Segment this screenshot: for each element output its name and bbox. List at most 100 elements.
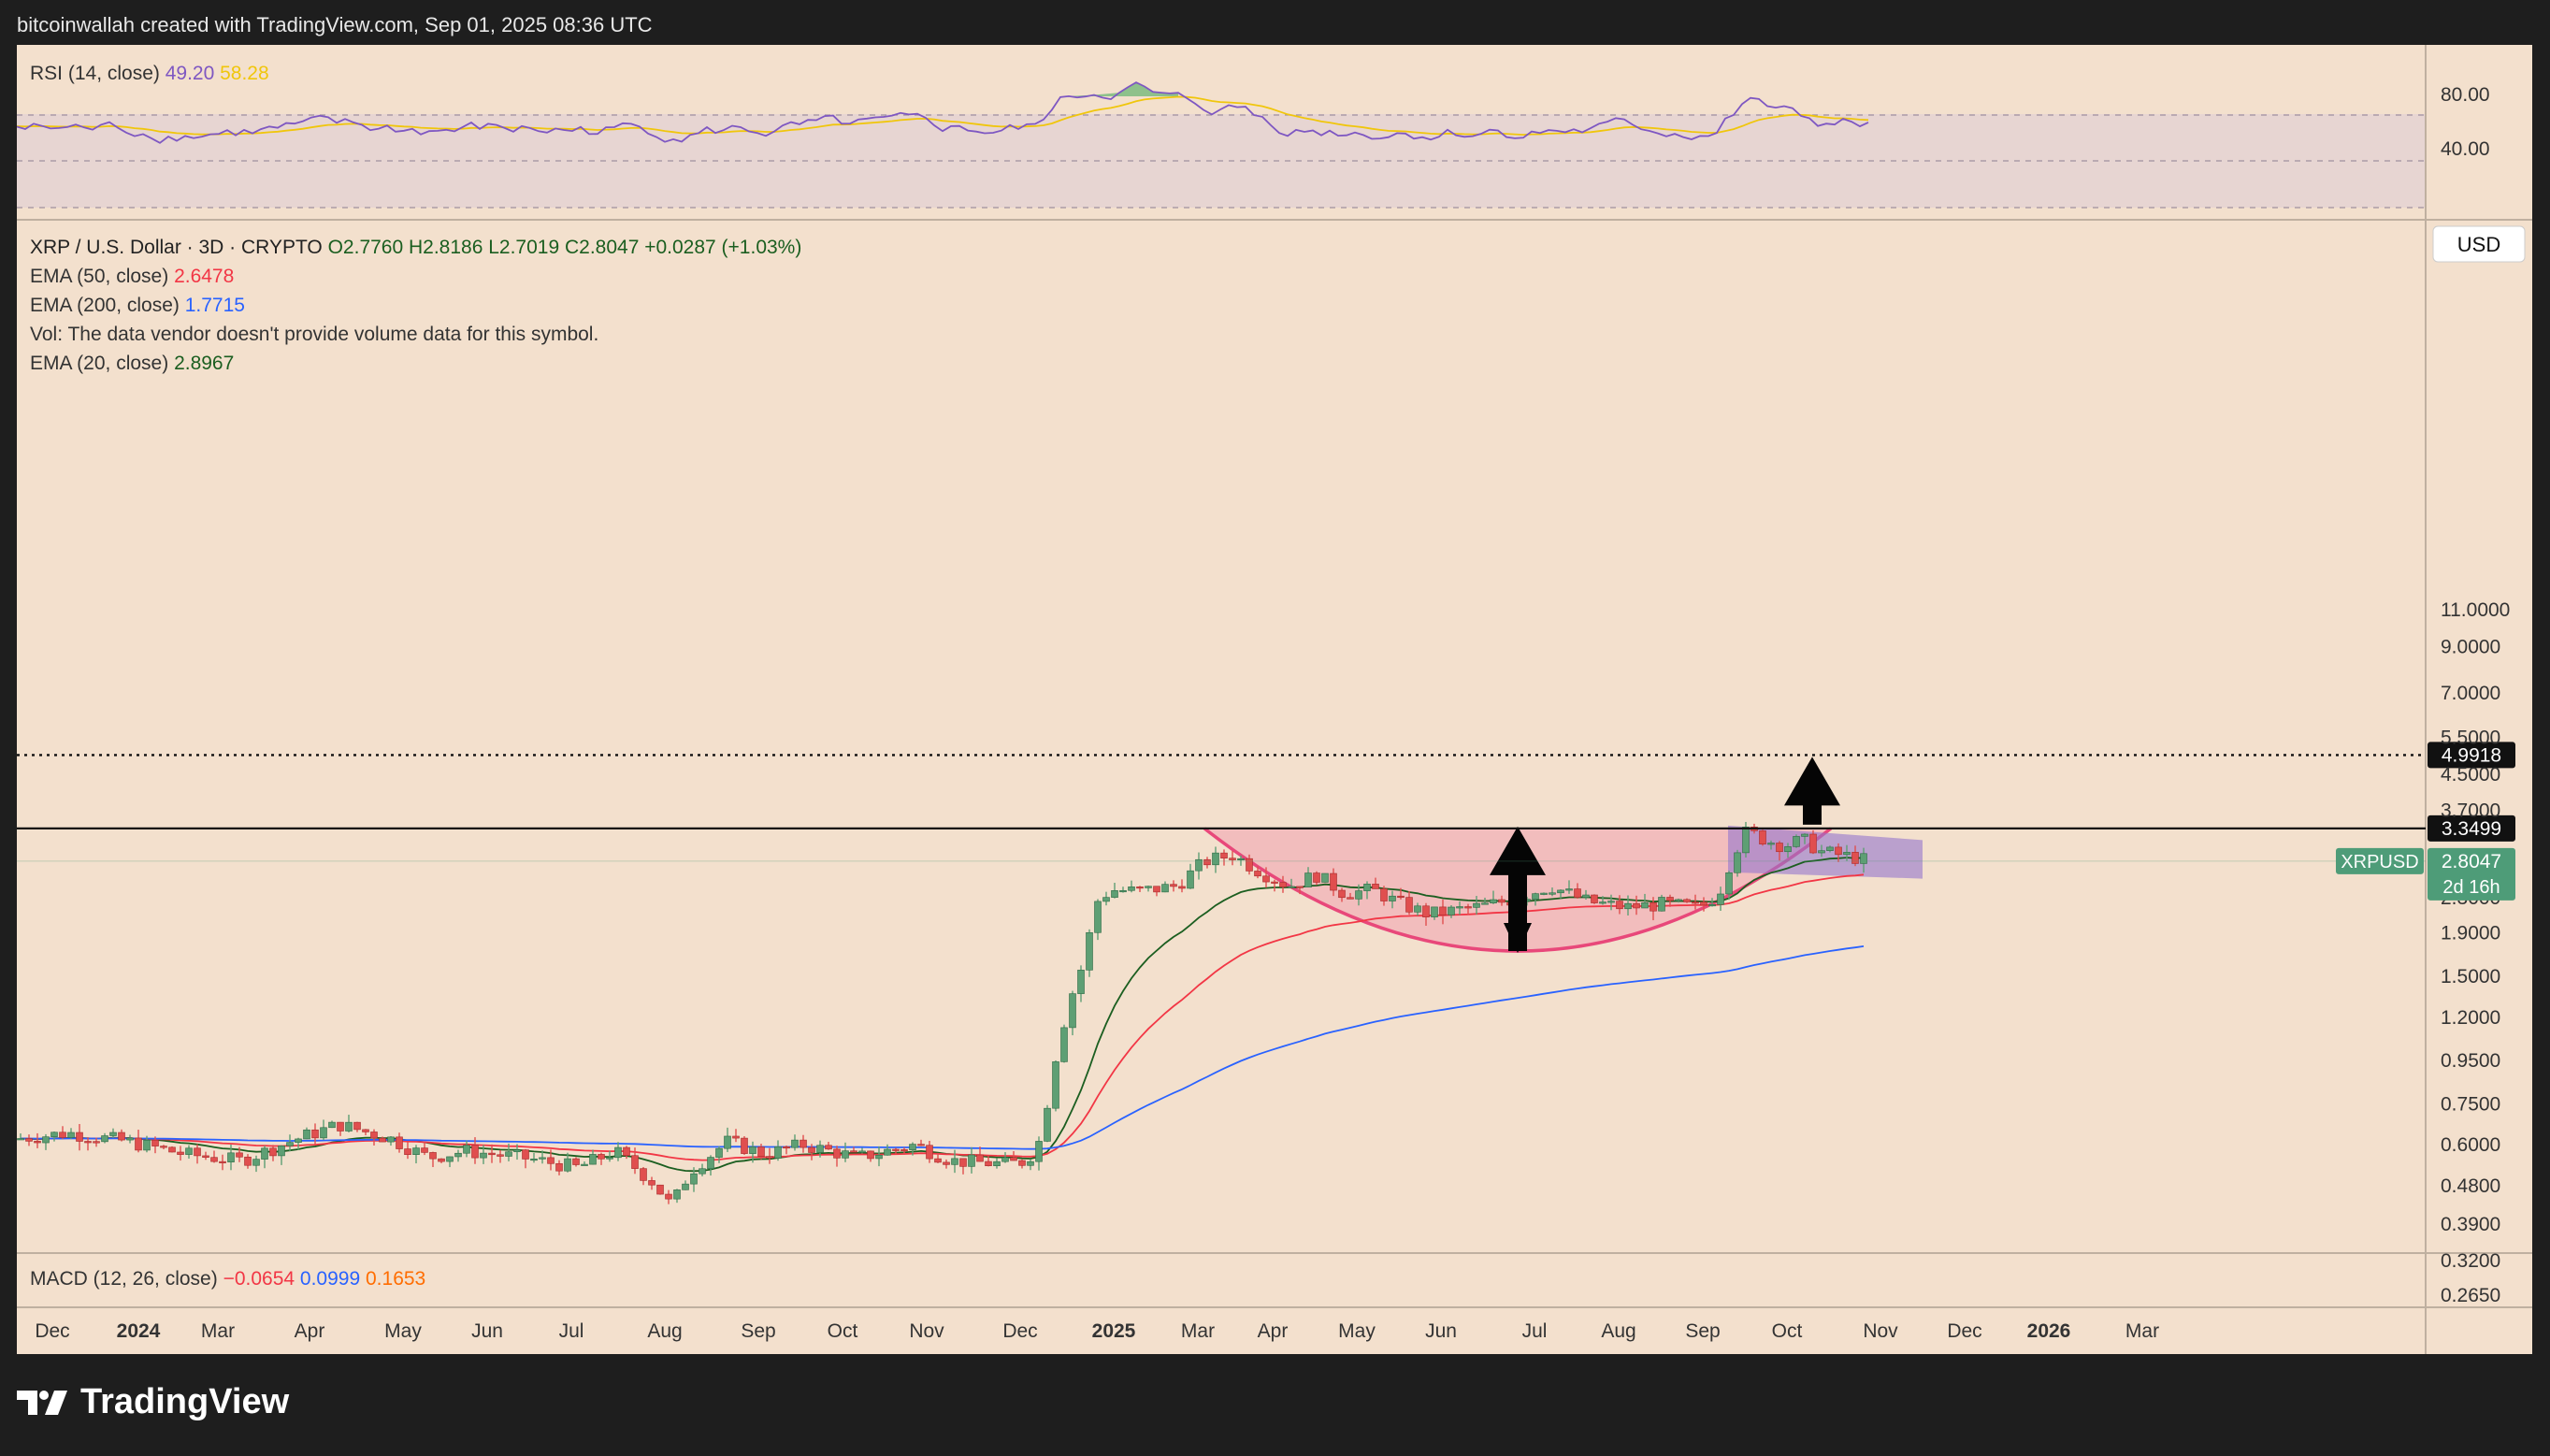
candle-body <box>109 1132 117 1136</box>
candle-body <box>1591 894 1598 903</box>
price-tick-3: 5.5000 <box>2441 727 2500 748</box>
candle-body <box>429 1152 437 1160</box>
price-tick-2: 7.0000 <box>2441 683 2500 704</box>
candle-body <box>1793 836 1800 847</box>
candle-body <box>1338 889 1346 899</box>
candle-body <box>269 1147 277 1157</box>
time-tick-23: 2026 <box>2027 1320 2071 1342</box>
candle-body <box>1818 850 1825 854</box>
indicator-legend-1: EMA (200, close) 1.7715 <box>30 295 245 316</box>
candle-body <box>749 1146 756 1154</box>
candle-body <box>648 1180 656 1186</box>
candle-body <box>17 1138 24 1141</box>
candle-body <box>1843 852 1851 856</box>
candle-body <box>143 1139 151 1151</box>
indicator-value-1: 1.7715 <box>185 295 245 316</box>
candle-body <box>1481 902 1489 905</box>
candle-body <box>1675 899 1682 901</box>
candle-body <box>1464 906 1472 909</box>
indicator-value-3: 2.8967 <box>174 353 234 374</box>
price-tick-8: 1.5000 <box>2441 966 2500 987</box>
candle-body <box>101 1135 108 1143</box>
chart-container[interactable]: 4.9918 3.3499 11.0000 9.0000 7.0000 5.5000 4.… <box>16 45 2532 1354</box>
candle-body <box>1153 886 1160 893</box>
candle-body <box>1574 888 1581 898</box>
rsi-legend-ma: 58.28 <box>220 63 269 84</box>
indicator-value-0: 2.6478 <box>174 266 234 287</box>
candle-body <box>614 1146 622 1159</box>
candle-body <box>867 1150 874 1160</box>
candle-body <box>1860 853 1867 864</box>
candle-body <box>1296 886 1304 888</box>
candle-body <box>362 1129 369 1132</box>
price-tick-15: 0.3200 <box>2441 1250 2500 1272</box>
candle-body <box>917 1144 925 1146</box>
level-tag-1: 3.3499 <box>2442 818 2501 840</box>
currency-label[interactable]: USD <box>2457 233 2500 256</box>
up-arrow-target <box>1784 757 1840 825</box>
candle-body <box>421 1147 428 1153</box>
time-tick-0: Dec <box>35 1320 69 1342</box>
candle-body <box>42 1136 50 1144</box>
price-tick-0: 11.0000 <box>2441 599 2510 621</box>
candle-body <box>1700 901 1707 906</box>
chart-background <box>17 45 2532 1354</box>
time-tick-20: Oct <box>1772 1320 1803 1342</box>
candle-body <box>1389 895 1396 901</box>
symbol-legend: XRP / U.S. Dollar · 3D · CRYPTO O2.7760 … <box>30 237 801 258</box>
candle-body <box>1692 901 1699 904</box>
candle-body <box>1304 872 1312 887</box>
candle-body <box>337 1121 344 1132</box>
macd-label: MACD (12, 26, close) <box>30 1268 223 1290</box>
indicator-label-0: EMA (50, close) <box>30 266 174 287</box>
candle-body <box>833 1148 841 1159</box>
candle-body <box>1540 892 1548 895</box>
candle-body <box>1288 886 1295 888</box>
candle-body <box>1616 901 1623 910</box>
time-tick-9: Oct <box>828 1320 858 1342</box>
price-tick-5: 3.7000 <box>2441 800 2500 821</box>
candle-body <box>463 1145 470 1154</box>
candle-body <box>118 1132 125 1141</box>
ohlc-close: C2.8047 <box>565 237 644 258</box>
time-tick-17: Jul <box>1522 1320 1548 1342</box>
candle-body <box>1001 1157 1009 1162</box>
candle-body <box>808 1146 815 1153</box>
candle-body <box>1599 901 1606 904</box>
candle-body <box>446 1156 454 1162</box>
candle-body <box>1246 858 1253 872</box>
candle-body <box>1254 871 1261 877</box>
candle-body <box>76 1132 83 1142</box>
candle-body <box>1229 858 1236 860</box>
candle-body <box>1069 993 1076 1029</box>
candle-body <box>210 1157 218 1162</box>
descending-channel <box>1728 825 1923 879</box>
rsi-legend: RSI (14, close) 49.20 58.28 <box>30 63 269 84</box>
candle-body <box>1279 882 1287 887</box>
candle-body <box>1633 902 1640 909</box>
macd-legend: MACD (12, 26, close) −0.0654 0.0999 0.16… <box>30 1268 425 1290</box>
candle-body <box>34 1141 41 1144</box>
candle-body <box>1809 833 1817 854</box>
symbol-tag: XRPUSD <box>2341 852 2418 872</box>
candle-body <box>682 1183 689 1190</box>
candle-body <box>84 1141 92 1144</box>
candle-body <box>1077 970 1085 994</box>
candle-body <box>1776 843 1783 853</box>
candle-body <box>404 1148 411 1155</box>
candle-body <box>825 1145 832 1150</box>
candle-body <box>480 1152 487 1159</box>
candle-body <box>1313 872 1320 883</box>
xrp-chart[interactable]: 4.9918 3.3499 11.0000 9.0000 7.0000 5.5000 4.… <box>16 45 2532 1354</box>
candle-body <box>177 1151 184 1155</box>
candle-body <box>1708 903 1716 907</box>
ohlc-low: L2.7019 <box>488 237 565 258</box>
macd-hist: 0.1653 <box>366 1268 425 1290</box>
candle-body <box>640 1168 647 1181</box>
candle-body <box>900 1149 908 1152</box>
candle-body <box>1145 886 1152 888</box>
candle-body <box>791 1139 799 1148</box>
indicator-label-1: EMA (200, close) <box>30 295 185 316</box>
candle-body <box>741 1137 748 1154</box>
candle-body <box>303 1129 310 1140</box>
